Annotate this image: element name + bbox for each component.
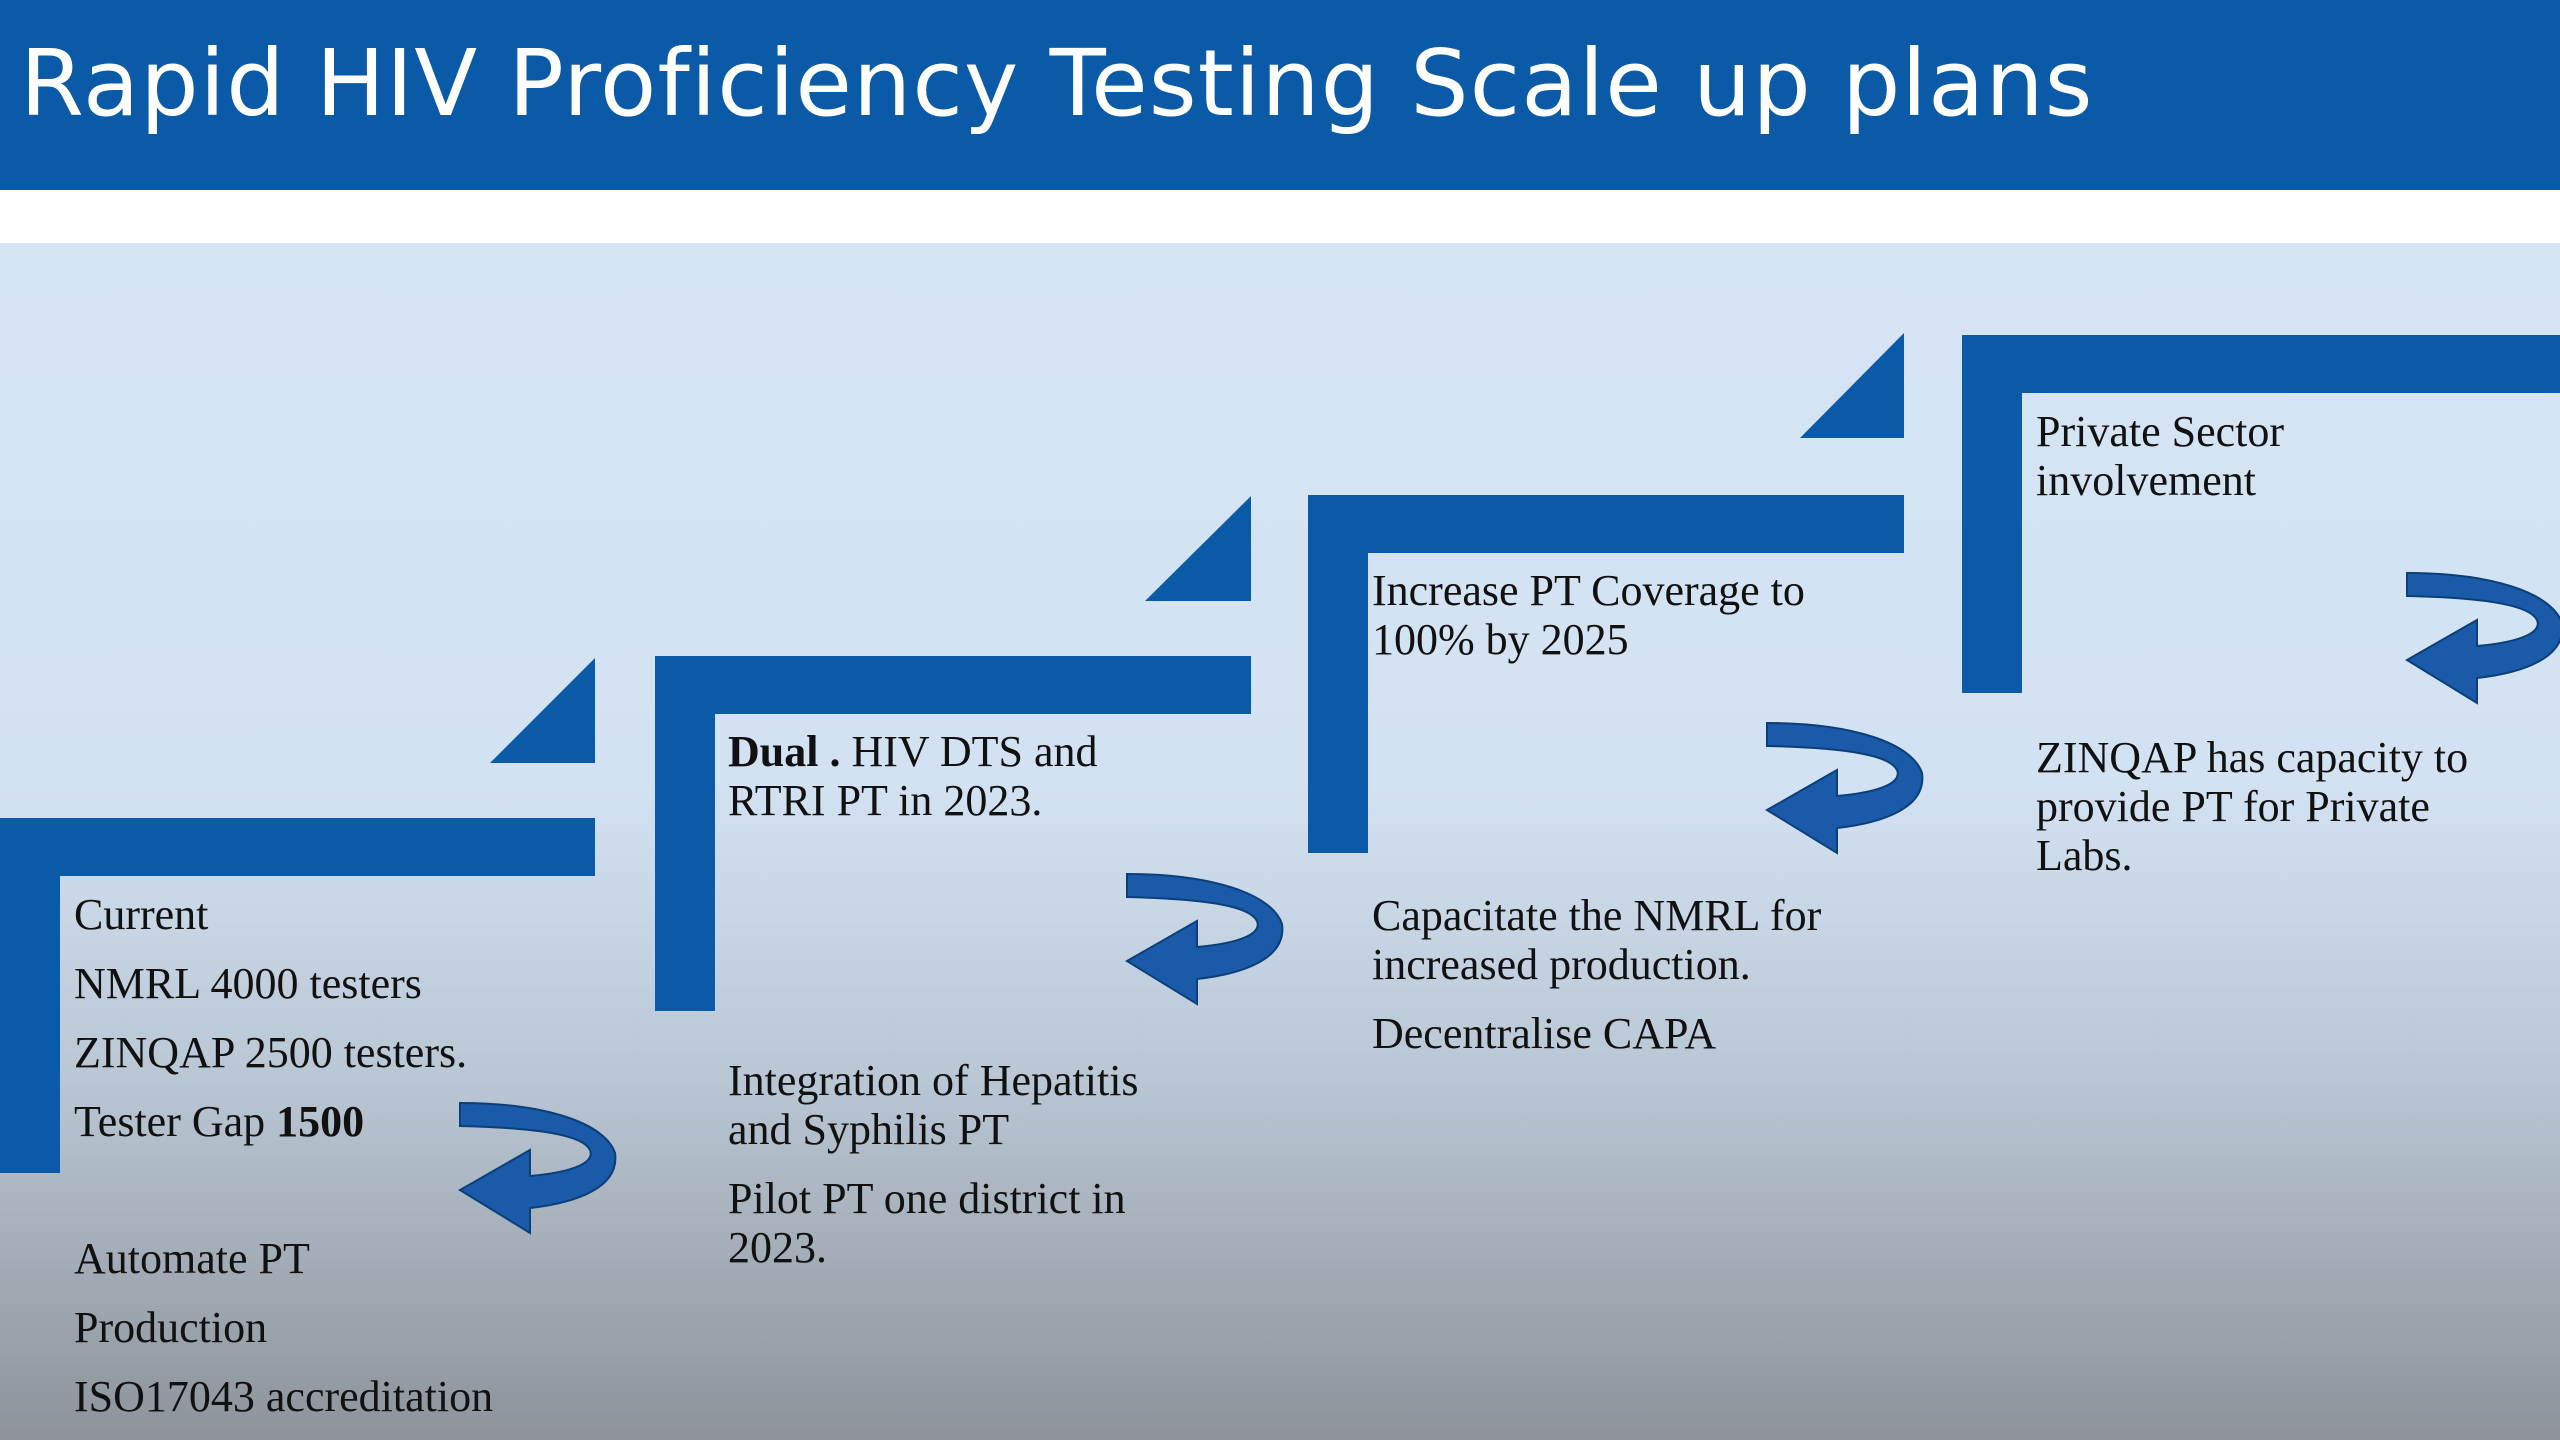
- step-4-bottom-line-3: Labs.: [2036, 831, 2133, 880]
- step-3-heading-line-2: 100% by 2025: [1372, 615, 1629, 664]
- step-1-tester-gap: Tester Gap 1500: [74, 1097, 364, 1147]
- step-4-curved-arrow-icon: [2405, 571, 2560, 705]
- step-1-bottom-line-1: Automate PT: [74, 1234, 310, 1283]
- step-3-triangle: [1800, 333, 1904, 438]
- tester-gap-value: 1500: [276, 1097, 365, 1146]
- step-1-bottom-line-2: Production: [74, 1303, 268, 1352]
- step-2-bold-label: Dual .: [728, 727, 841, 776]
- slide-content: Current NMRL 4000 testers ZINQAP 2500 te…: [0, 243, 2560, 1440]
- step-4-heading-line-1: Private Sector: [2036, 407, 2285, 456]
- step-3-bottom-line-3: Decentralise CAPA: [1372, 1009, 1717, 1058]
- title-bar: Rapid HIV Proficiency Testing Scale up p…: [0, 0, 2560, 190]
- step-2-bottom-line-2: and Syphilis PT: [728, 1105, 1010, 1154]
- step-1-triangle: [490, 658, 595, 763]
- step-1-bottom-line-3: ISO17043 accreditation: [74, 1372, 494, 1421]
- step-3-curved-arrow-icon: [1765, 721, 1924, 855]
- step-1-line-2: NMRL 4000 testers: [74, 959, 422, 1008]
- step-2-curved-arrow-icon: [1125, 872, 1284, 1006]
- step-3-bracket: [1308, 495, 1904, 853]
- step-2-bracket: [655, 656, 1251, 1011]
- step-4-bottom-line-2: provide PT for Private: [2036, 782, 2430, 831]
- step-2-bottom-line-1: Integration of Hepatitis: [728, 1056, 1139, 1105]
- step-1-curved-arrow-icon: [458, 1101, 617, 1235]
- step-3-bottom-line-2: increased production.: [1372, 940, 1751, 989]
- step-4-heading-line-2: involvement: [2036, 456, 2256, 505]
- step-2-bottom-line-4: 2023.: [728, 1223, 827, 1272]
- step-4-bottom-line-1: ZINQAP has capacity to: [2036, 733, 2469, 782]
- step-2-heading-rest: HIV DTS and: [840, 727, 1098, 776]
- step-1-line-3: ZINQAP 2500 testers.: [74, 1028, 468, 1077]
- step-2-bottom-line-3: Pilot PT one district in: [728, 1174, 1126, 1223]
- tester-gap-label: Tester Gap: [74, 1097, 277, 1146]
- step-2-triangle: [1145, 496, 1251, 601]
- step-1-bracket: [0, 818, 595, 1173]
- step-4-bracket: [1962, 335, 2560, 693]
- slide-title: Rapid HIV Proficiency Testing Scale up p…: [20, 30, 2094, 137]
- step-2-heading-line-2: RTRI PT in 2023.: [728, 776, 1043, 825]
- step-3-bottom-line-1: Capacitate the NMRL for: [1372, 891, 1822, 940]
- step-1-line-1: Current: [74, 890, 209, 939]
- step-3-heading-line-1: Increase PT Coverage to: [1372, 566, 1805, 615]
- step-2-heading-line-1: Dual . HIV DTS and: [728, 727, 1098, 777]
